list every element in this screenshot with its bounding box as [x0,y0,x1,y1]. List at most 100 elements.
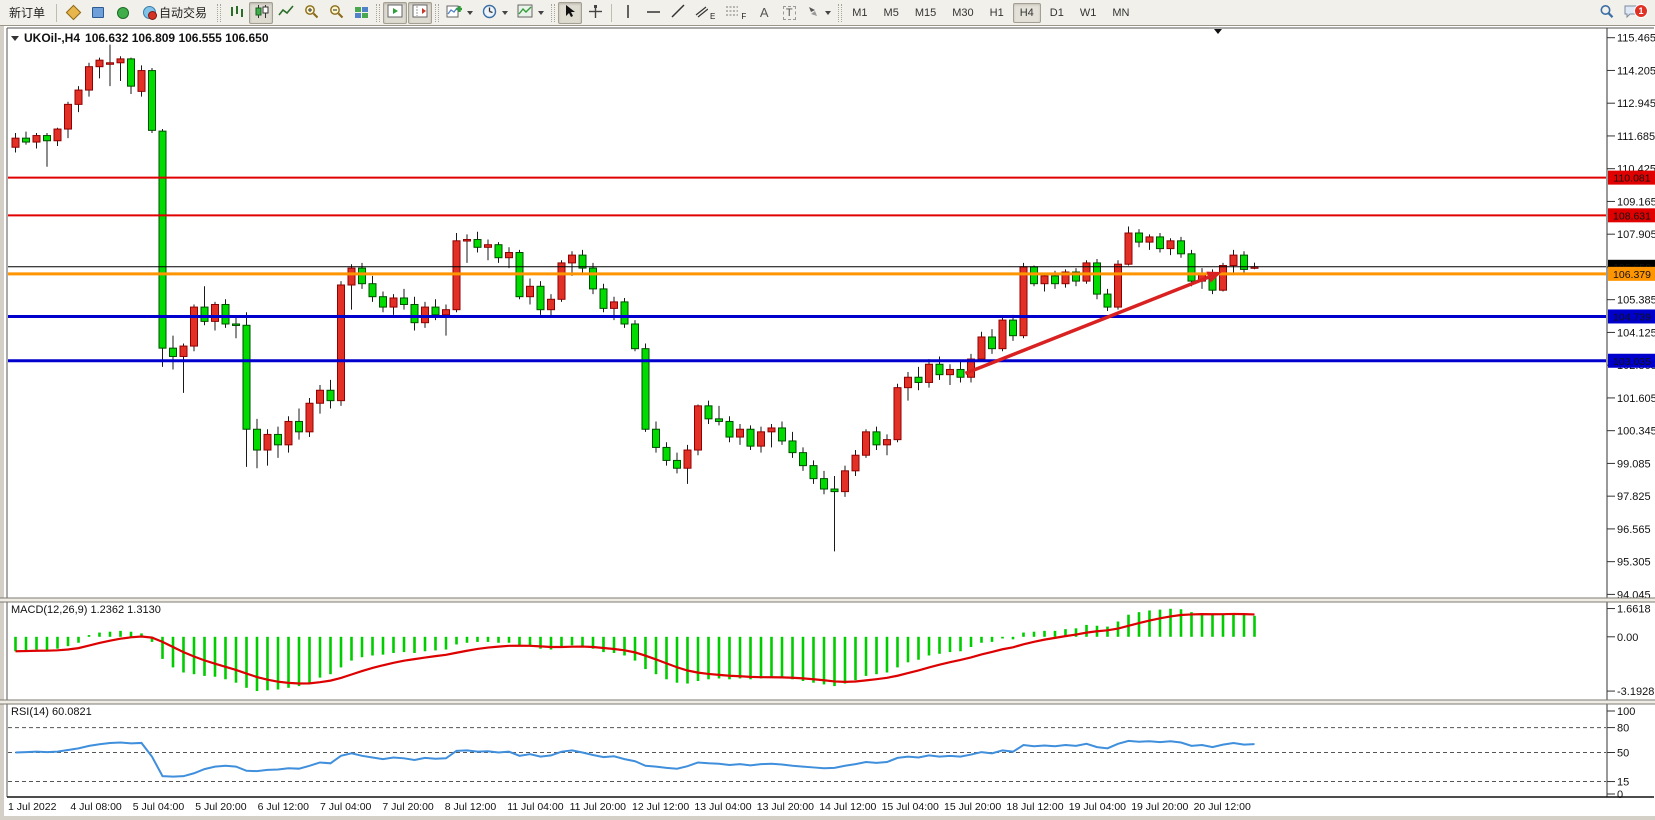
svg-text:100.345: 100.345 [1617,426,1655,438]
rsi-pane[interactable] [8,704,1606,797]
bar-chart-button[interactable] [224,2,248,24]
timeframe-h4-button[interactable]: H4 [1012,2,1041,23]
timeframe-m15-button[interactable]: M15 [914,6,937,19]
candlestick-chart-button[interactable] [249,1,274,24]
rsi-indicator-label: RSI(14) 60.0821 [11,706,92,718]
auto-scroll-button[interactable] [383,1,408,24]
svg-text:101.605: 101.605 [1617,393,1655,405]
svg-text:114.205: 114.205 [1617,65,1655,77]
chart-ohlc-values: 106.632 106.809 106.555 106.650 [85,31,269,45]
vertical-line-tool-button[interactable] [616,2,640,24]
equidistant-channel-tool-button[interactable]: E [691,2,720,24]
crosshair-tool-button[interactable] [583,2,607,24]
search-button[interactable] [1594,2,1618,24]
timeframe-m30-button[interactable]: M30 [952,6,974,19]
svg-text:1 Jul 2022: 1 Jul 2022 [8,801,57,813]
trendline-icon [671,4,685,21]
svg-text:80: 80 [1617,723,1629,735]
indicators-add-icon [446,4,463,22]
timeframe-m1-button[interactable]: M1 [852,6,868,19]
timeframe-w1-button[interactable]: W1 [1079,6,1097,19]
chart-title: UKOil-,H4 106.632 106.809 106.555 106.65… [11,31,269,45]
svg-text:7 Jul 20:00: 7 Jul 20:00 [382,801,434,813]
svg-text:0.00: 0.00 [1617,632,1638,644]
cursor-icon [564,4,576,21]
templates-caret-icon [538,10,545,15]
svg-text:20 Jul 12:00: 20 Jul 12:00 [1194,801,1251,813]
svg-text:6 Jul 12:00: 6 Jul 12:00 [258,801,310,813]
svg-text:115.465: 115.465 [1617,33,1655,45]
main-price-pane[interactable] [8,28,1606,598]
svg-text:4 Jul 08:00: 4 Jul 08:00 [70,801,122,813]
text-label-tool-button[interactable]: T [777,2,801,24]
svg-text:108.631: 108.631 [1613,210,1651,222]
toolbar-grip [376,3,381,22]
timeframe-mn-button[interactable]: MN [1112,6,1130,19]
crosshair-icon [588,4,603,22]
svg-text:15 Jul 20:00: 15 Jul 20:00 [944,801,1001,813]
chart-shift-icon [412,4,428,21]
navigator-button[interactable] [111,2,135,24]
notification-badge: 1 [1634,3,1648,18]
zoom-in-button[interactable] [299,2,323,24]
new-order-button[interactable]: 新订单 [9,6,46,20]
notifications-button[interactable]: 1 [1619,2,1648,24]
timeframe-d1-button[interactable]: D1 [1049,6,1064,19]
zoom-out-button[interactable] [324,2,348,24]
main-toolbar: 新订单 自动交易 [0,0,1655,26]
timeframe-h1-button[interactable]: H1 [989,6,1004,19]
shapes-tool-button[interactable] [802,2,835,24]
svg-text:15: 15 [1617,777,1629,789]
svg-text:19 Jul 20:00: 19 Jul 20:00 [1131,801,1188,813]
svg-text:5 Jul 20:00: 5 Jul 20:00 [195,801,247,813]
shapes-caret-icon [825,10,832,15]
trendline-tool-button[interactable] [666,2,690,24]
toolbar-grip [551,3,556,22]
svg-text:7 Jul 04:00: 7 Jul 04:00 [320,801,372,813]
svg-text:11 Jul 20:00: 11 Jul 20:00 [570,801,627,813]
toolbar-grip [435,3,440,22]
periods-button[interactable] [478,2,512,24]
text-tool-button[interactable]: A [752,2,776,24]
templates-icon [517,4,533,21]
macd-indicator-label: MACD(12,26,9) 1.2362 1.3130 [11,604,161,616]
toolbar-separator [56,3,58,22]
svg-text:12 Jul 12:00: 12 Jul 12:00 [632,801,689,813]
shapes-arrows-icon [806,5,820,21]
svg-text:100: 100 [1617,706,1635,718]
cursor-tool-button[interactable] [558,1,583,24]
svg-text:50: 50 [1617,748,1629,760]
svg-text:13 Jul 04:00: 13 Jul 04:00 [694,801,751,813]
svg-text:5 Jul 04:00: 5 Jul 04:00 [133,801,185,813]
auto-trading-button[interactable]: 自动交易 [136,2,214,24]
svg-text:0: 0 [1617,789,1623,801]
bar-chart-icon [229,4,244,21]
market-watch-button[interactable] [86,2,110,24]
indicators-button[interactable] [442,2,477,24]
tile-windows-button[interactable] [349,2,373,24]
macd-pane[interactable] [8,602,1606,700]
svg-text:104.739: 104.739 [1613,311,1651,323]
svg-text:11 Jul 04:00: 11 Jul 04:00 [507,801,564,813]
zoom-in-icon [304,4,319,22]
chart-collapse-icon[interactable] [11,35,19,41]
horizontal-line-tool-button[interactable] [641,2,665,24]
timeframe-m5-button[interactable]: M5 [883,6,899,19]
svg-text:-3.1928: -3.1928 [1617,686,1654,698]
periods-caret-icon [502,10,509,15]
market-watch-icon [92,7,105,18]
new-chart-icon [65,4,81,21]
templates-button[interactable] [513,2,548,24]
fibonacci-subscript: F [741,12,747,21]
svg-text:1.6618: 1.6618 [1617,604,1651,616]
toolbar-separator [611,3,613,22]
svg-text:106.379: 106.379 [1613,269,1651,281]
line-chart-icon [278,4,294,21]
fibonacci-tool-button[interactable]: F [721,2,751,24]
new-chart-button[interactable] [61,2,85,24]
svg-text:112.945: 112.945 [1617,98,1655,110]
line-chart-button[interactable] [274,2,298,24]
svg-text:18 Jul 12:00: 18 Jul 12:00 [1006,801,1063,813]
chart-shift-button[interactable] [408,1,433,24]
